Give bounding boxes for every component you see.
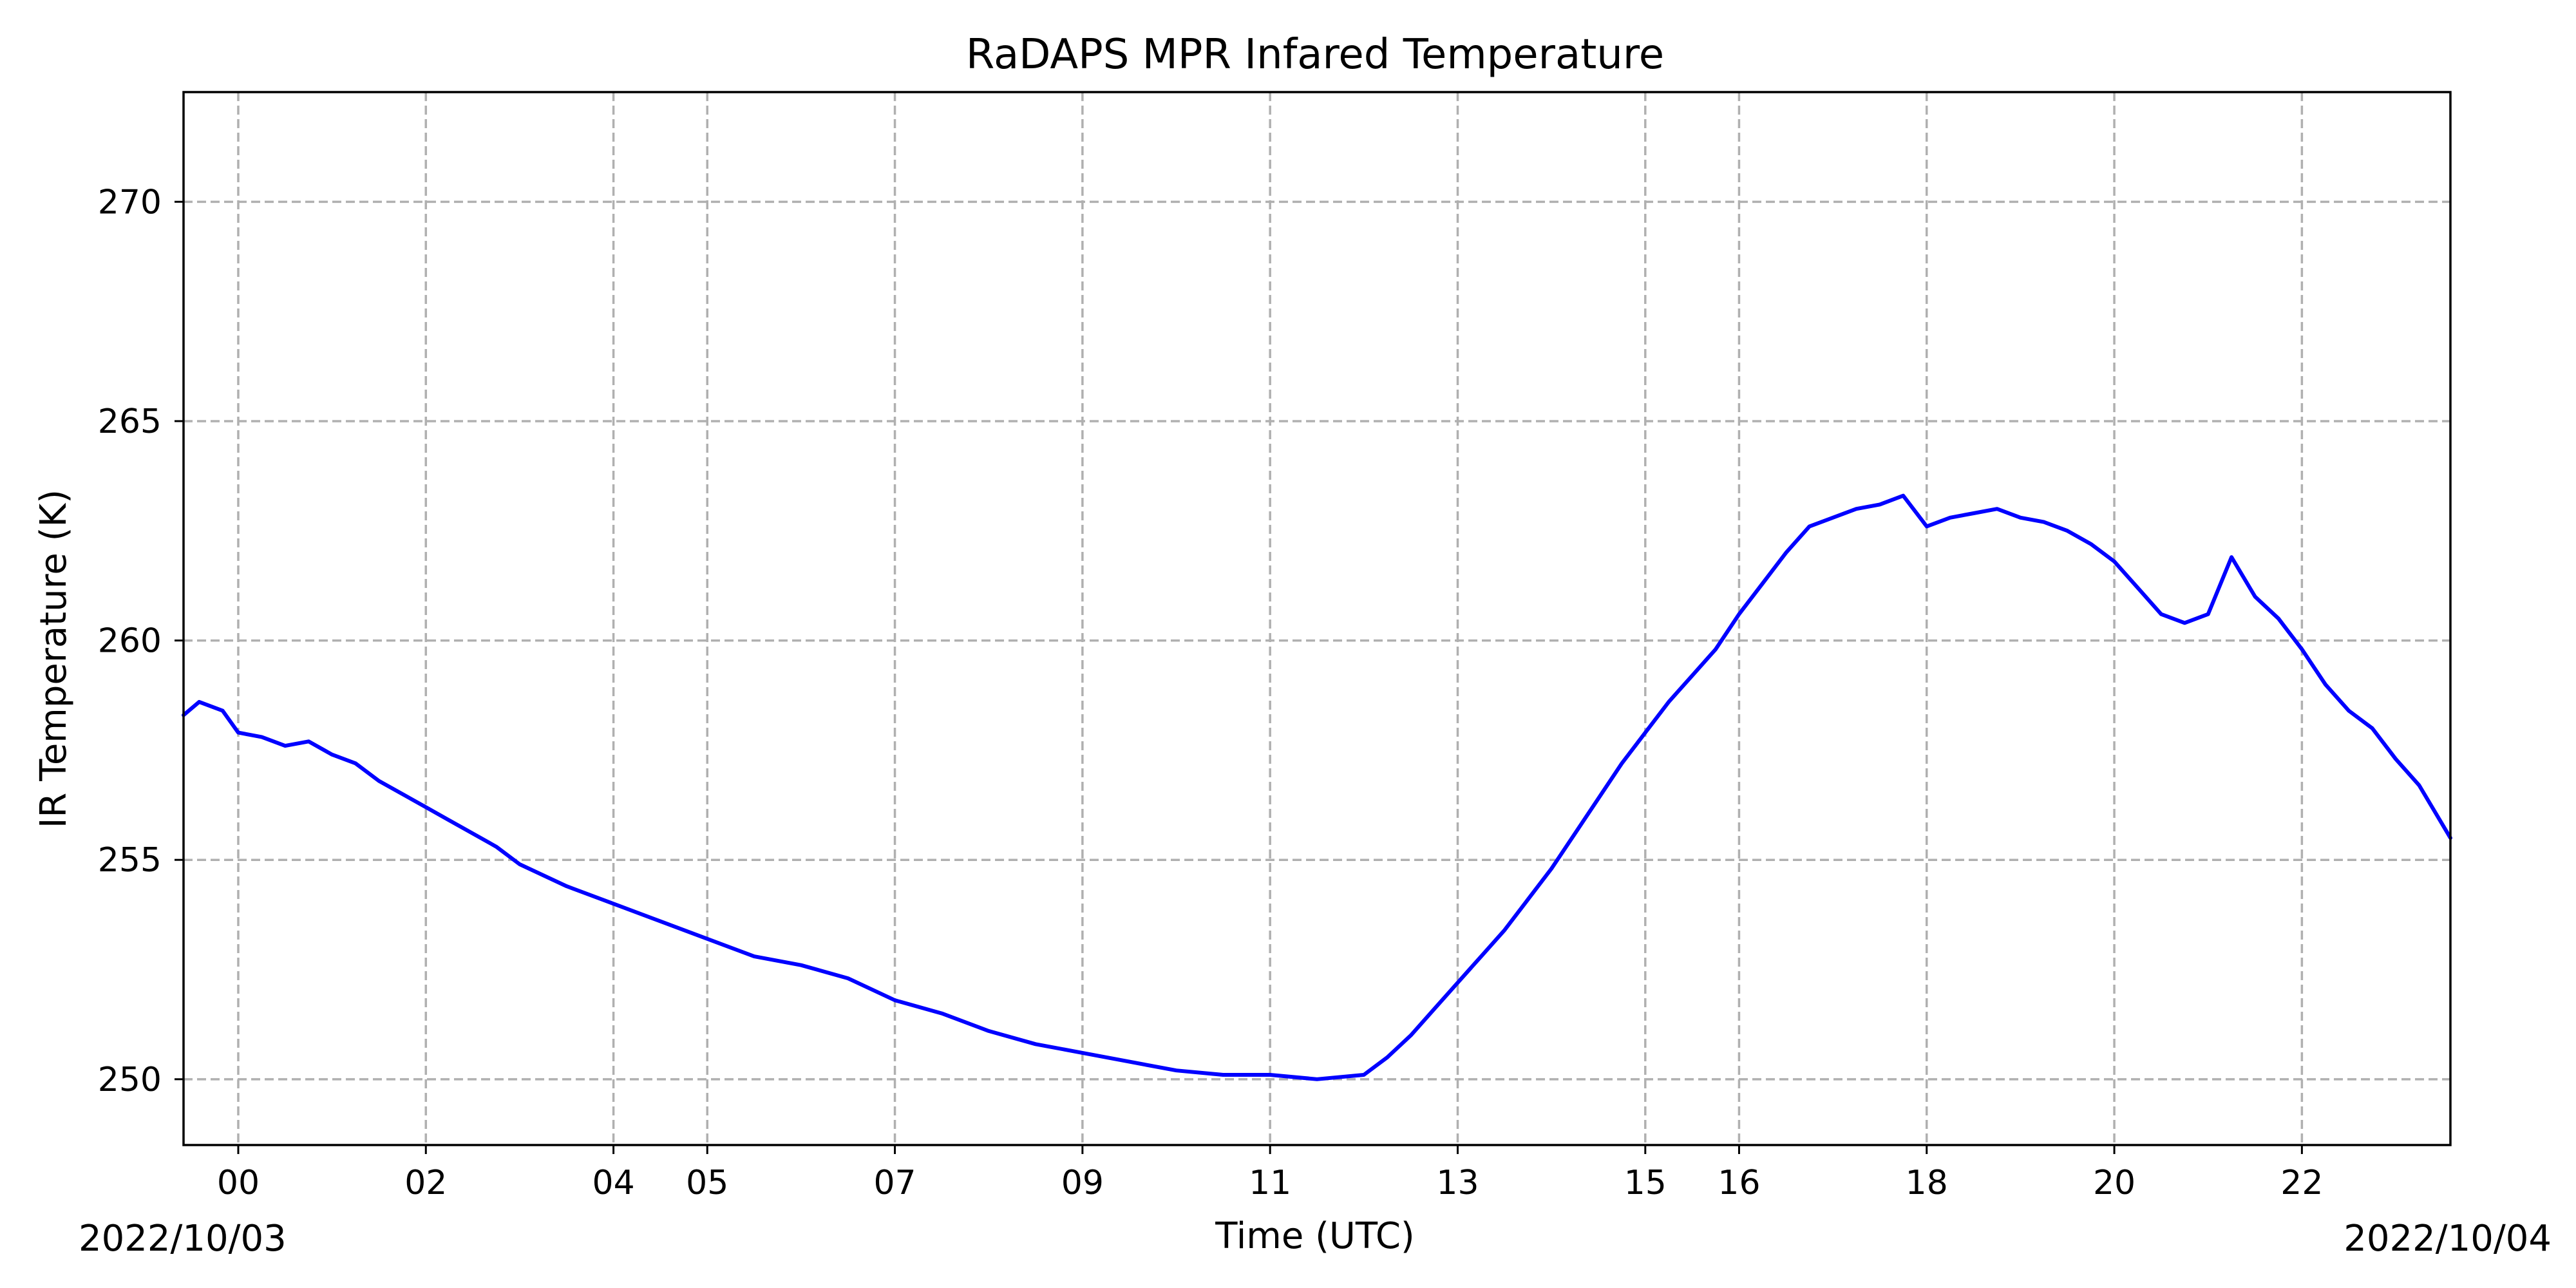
x-tick-label-04: 04 — [592, 1164, 635, 1202]
x-tick-label-22: 22 — [2280, 1164, 2323, 1202]
x-tick-label-11: 11 — [1249, 1164, 1291, 1202]
chart-title: RaDAPS MPR Infared Temperature — [966, 31, 1664, 79]
y-tick-label-265: 265 — [98, 402, 162, 441]
x-tick-label-09: 09 — [1061, 1164, 1104, 1202]
series-lines — [182, 493, 2452, 1081]
series-line-0 — [182, 493, 2452, 1081]
y-tick-label-260: 260 — [98, 622, 162, 661]
x-tick-label-00: 00 — [217, 1164, 260, 1202]
x-tick-label-16: 16 — [1718, 1164, 1760, 1202]
x-axis-start-date: 2022/10/03 — [79, 1218, 287, 1260]
x-tick-label-05: 05 — [686, 1164, 728, 1202]
x-axis-end-date: 2022/10/04 — [2344, 1218, 2552, 1260]
x-tick-label-13: 13 — [1436, 1164, 1479, 1202]
y-tick-label-255: 255 — [98, 841, 162, 880]
y-tick-label-250: 250 — [98, 1061, 162, 1099]
x-tick-label-20: 20 — [2093, 1164, 2136, 1202]
plot-area-frame — [182, 91, 2452, 1146]
x-tick-label-18: 18 — [1906, 1164, 1948, 1202]
y-axis-label: IR Temperature (K) — [33, 489, 75, 828]
x-axis-label: Time (UTC) — [1215, 1215, 1415, 1257]
y-tick-label-270: 270 — [98, 183, 162, 222]
x-tick-label-07: 07 — [873, 1164, 916, 1202]
x-tick-label-15: 15 — [1624, 1164, 1667, 1202]
axis-ticks: 00 02 04 05 07 09 11 13 15 16 18 20 22 250 255 260 265 27… — [98, 183, 2324, 1202]
x-tick-label-02: 02 — [404, 1164, 447, 1202]
